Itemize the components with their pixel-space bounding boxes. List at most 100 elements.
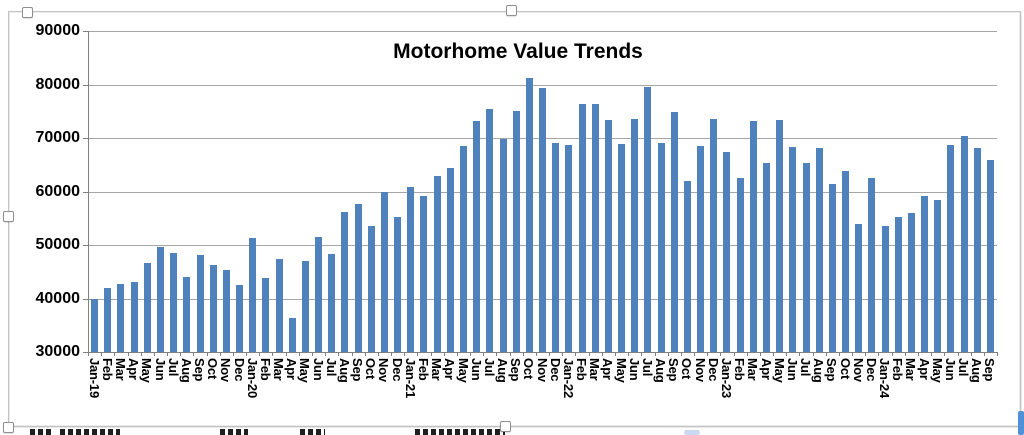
bar[interactable] — [236, 285, 243, 352]
bar[interactable] — [657, 143, 665, 352]
bar[interactable] — [683, 180, 691, 352]
bar[interactable] — [196, 254, 204, 352]
bar[interactable] — [881, 225, 889, 352]
x-axis-label: Jul — [481, 358, 497, 377]
x-axis-tick — [193, 352, 195, 356]
bar[interactable] — [209, 265, 217, 352]
bar[interactable] — [697, 146, 705, 352]
bar[interactable] — [802, 163, 810, 352]
bar[interactable] — [578, 104, 586, 352]
x-axis-label: Mar — [112, 358, 128, 381]
bar[interactable] — [433, 175, 441, 352]
bar[interactable] — [776, 119, 784, 352]
bar[interactable] — [341, 211, 349, 352]
y-axis-tick-label: 80000 — [35, 75, 81, 93]
bar[interactable] — [565, 145, 573, 352]
bar[interactable] — [855, 224, 863, 352]
y-axis-tick — [83, 31, 88, 32]
bar[interactable] — [288, 317, 296, 352]
bar[interactable] — [130, 282, 138, 352]
bar[interactable] — [143, 263, 151, 352]
bar[interactable] — [512, 111, 520, 353]
x-axis-label: Mar — [745, 358, 761, 381]
bar[interactable] — [157, 247, 164, 352]
x-axis-label: Nov — [850, 358, 866, 382]
bar[interactable] — [222, 269, 230, 352]
bar[interactable] — [552, 142, 560, 352]
bar[interactable] — [301, 260, 309, 352]
bar[interactable] — [736, 177, 744, 352]
bar[interactable] — [367, 226, 375, 352]
x-axis-tick — [246, 352, 248, 356]
x-axis-tick — [773, 352, 774, 356]
bar[interactable] — [631, 118, 639, 352]
bar[interactable] — [499, 138, 507, 352]
bar[interactable] — [328, 253, 336, 352]
bar[interactable] — [868, 177, 876, 352]
bar[interactable] — [894, 216, 902, 352]
x-axis-tick — [944, 352, 946, 356]
bar[interactable] — [170, 252, 178, 352]
bar[interactable] — [842, 171, 849, 352]
bar[interactable] — [618, 143, 625, 352]
bar[interactable] — [749, 120, 757, 352]
x-axis-label: Jul — [323, 358, 339, 377]
selection-handle[interactable] — [21, 6, 33, 18]
x-axis-tick — [404, 352, 406, 356]
bar[interactable] — [473, 120, 481, 352]
bar[interactable] — [262, 278, 270, 352]
x-axis-label: Jun — [310, 358, 326, 381]
bar[interactable] — [420, 196, 428, 352]
x-axis-tick — [483, 352, 485, 356]
bar[interactable] — [960, 135, 968, 352]
y-axis-tick-label: 70000 — [35, 129, 81, 146]
bar[interactable] — [644, 86, 652, 352]
selection-handle[interactable] — [505, 4, 517, 16]
clipped-text-fragment — [220, 429, 248, 435]
x-axis-label: May — [139, 358, 155, 383]
bar[interactable] — [486, 109, 494, 352]
bar[interactable] — [763, 162, 770, 352]
x-axis-label: Aug — [178, 358, 194, 383]
bar[interactable] — [828, 183, 836, 352]
bar[interactable] — [354, 204, 362, 352]
bar[interactable] — [104, 288, 112, 352]
bar[interactable] — [670, 112, 678, 352]
bar[interactable] — [407, 187, 415, 352]
bar[interactable] — [183, 276, 191, 352]
bar[interactable] — [249, 237, 257, 352]
selection-handle[interactable] — [2, 421, 14, 433]
x-axis-tick — [667, 352, 669, 356]
bar[interactable] — [525, 77, 533, 352]
bar[interactable] — [986, 159, 994, 352]
bar[interactable] — [907, 212, 915, 352]
bar[interactable] — [91, 298, 99, 352]
selection-handle[interactable] — [499, 420, 511, 432]
bar[interactable] — [947, 145, 955, 352]
x-axis-label: Jun — [942, 358, 958, 381]
x-axis-tick — [417, 352, 419, 356]
bar[interactable] — [315, 237, 322, 352]
x-axis-tick — [351, 352, 353, 356]
bar[interactable] — [789, 147, 797, 352]
bar[interactable] — [723, 151, 731, 352]
bar[interactable] — [591, 103, 599, 352]
bar[interactable] — [460, 145, 467, 352]
selection-handle[interactable] — [2, 210, 14, 222]
x-axis-tick — [904, 352, 906, 356]
bar[interactable] — [539, 87, 546, 352]
x-axis-label: May — [929, 358, 945, 383]
bar[interactable] — [973, 147, 981, 352]
bar[interactable] — [117, 283, 125, 352]
bar[interactable] — [604, 119, 612, 352]
bar[interactable] — [934, 200, 942, 352]
bar[interactable] — [710, 119, 718, 352]
bar[interactable] — [275, 258, 283, 352]
bar[interactable] — [446, 168, 454, 352]
y-axis-tick-label: 40000 — [35, 289, 81, 307]
bar[interactable] — [815, 148, 823, 352]
x-axis-tick — [101, 352, 103, 356]
bar[interactable] — [380, 191, 388, 352]
bar[interactable] — [394, 217, 402, 352]
bar[interactable] — [921, 196, 928, 352]
